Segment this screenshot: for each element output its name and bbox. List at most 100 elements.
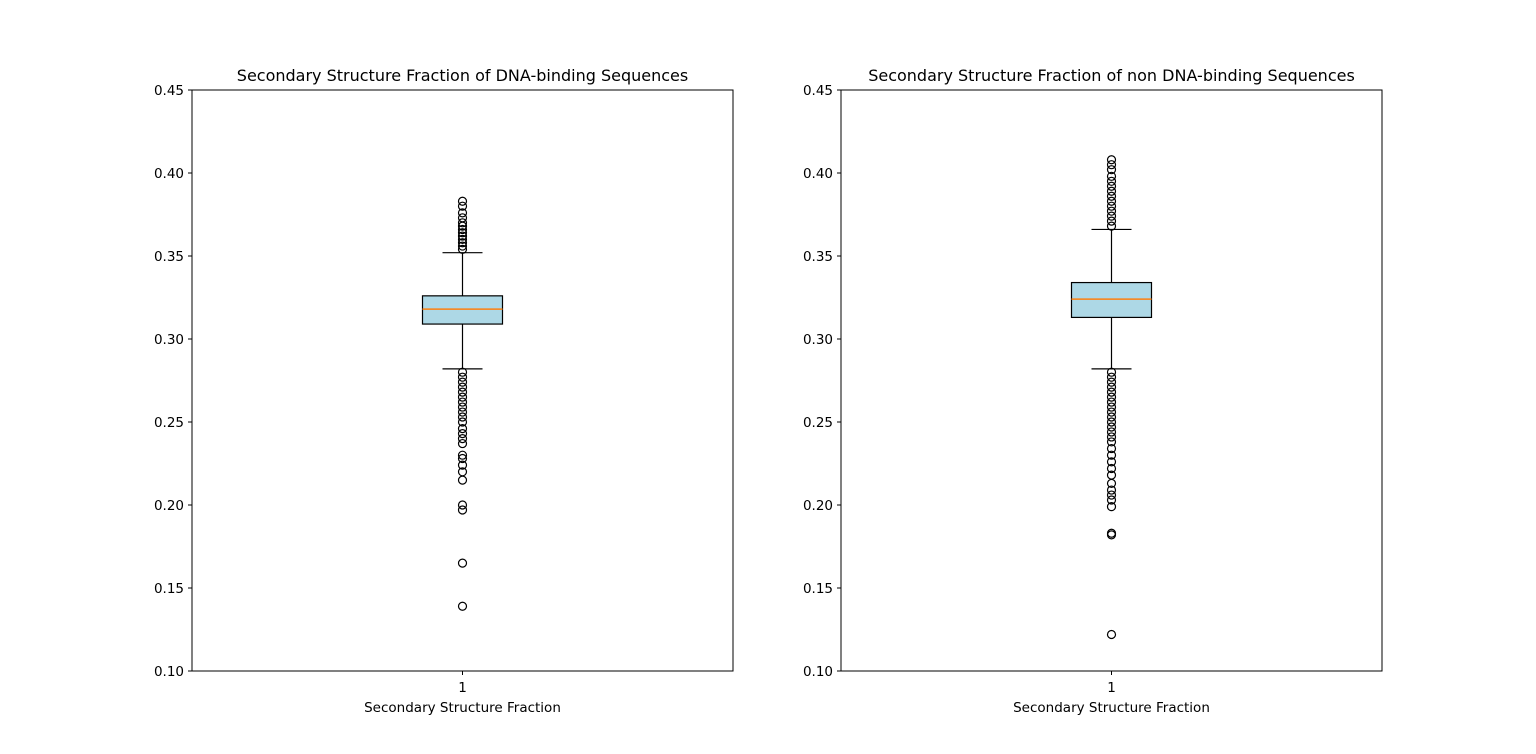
chart-panel-non-dna-binding: Secondary Structure Fraction of non DNA-…	[803, 66, 1383, 716]
y-tick-label: 0.10	[154, 664, 184, 680]
y-tick-label: 0.45	[803, 83, 833, 99]
y-tick-label: 0.25	[154, 415, 184, 431]
outlier-point	[457, 558, 468, 568]
outlier-point	[1106, 367, 1117, 377]
outlier-point	[1106, 485, 1117, 495]
outlier-point	[457, 377, 468, 387]
y-tick-label: 0.30	[154, 332, 184, 348]
outlier-point	[1106, 402, 1117, 412]
box-iqr	[421, 295, 504, 325]
y-tick-label: 0.45	[154, 83, 184, 99]
outlier-point	[457, 450, 468, 460]
outlier-point	[457, 224, 468, 235]
outlier-point	[1106, 463, 1117, 474]
outlier-point	[457, 453, 468, 464]
outlier-point	[1106, 191, 1117, 201]
outlier-point	[1106, 176, 1117, 186]
y-tick-label: 0.40	[154, 166, 184, 182]
outlier-point	[457, 372, 468, 382]
x-axis-label: Secondary Structure Fraction	[364, 700, 561, 716]
x-tick-label: 1	[458, 680, 467, 696]
outlier-point	[1106, 196, 1117, 206]
outlier-point	[457, 417, 468, 427]
outlier-point	[1106, 201, 1117, 211]
outlier-point	[1106, 211, 1117, 221]
outlier-point	[1106, 155, 1117, 165]
outlier-point	[457, 244, 468, 254]
outlier-point	[1106, 495, 1117, 505]
outlier-point	[457, 196, 468, 206]
outlier-point	[1106, 387, 1117, 397]
outlier-point	[457, 241, 468, 251]
outlier-point	[1106, 502, 1117, 512]
outlier-point	[457, 500, 468, 510]
x-axis-label: Secondary Structure Fraction	[1013, 700, 1210, 716]
box-iqr	[1070, 281, 1153, 319]
x-tick-label: 1	[1107, 680, 1116, 696]
outlier-point	[1106, 417, 1117, 427]
outlier-point	[457, 367, 468, 377]
outlier-point	[1106, 407, 1117, 417]
axes-frame	[840, 89, 1383, 672]
outlier-point	[1106, 412, 1117, 422]
outlier-point	[457, 218, 468, 228]
outlier-point	[457, 424, 468, 434]
outlier-point	[457, 460, 468, 470]
y-tick-label: 0.35	[803, 249, 833, 265]
outlier-point	[1106, 392, 1117, 402]
outlier-point	[1106, 186, 1117, 196]
outlier-point	[457, 387, 468, 397]
outlier-point	[457, 402, 468, 412]
outlier-point	[457, 201, 468, 211]
outlier-point	[457, 221, 468, 231]
outlier-point	[1106, 427, 1117, 437]
outlier-point	[457, 475, 468, 485]
y-tick-label: 0.10	[803, 664, 833, 680]
outlier-point	[457, 231, 468, 241]
outlier-point	[1106, 372, 1117, 382]
outlier-point	[457, 208, 468, 218]
outlier-point	[457, 382, 468, 392]
outlier-point	[1106, 437, 1117, 447]
outlier-point	[457, 228, 468, 238]
y-tick-label: 0.35	[154, 249, 184, 265]
outlier-point	[1106, 490, 1117, 500]
axes-frame	[191, 89, 734, 672]
outlier-point	[1106, 478, 1117, 489]
outlier-point	[1106, 221, 1117, 231]
outlier-point	[1106, 377, 1117, 387]
chart-title: Secondary Structure Fraction of non DNA-…	[868, 66, 1355, 85]
y-tick-label: 0.30	[803, 332, 833, 348]
outlier-point	[1106, 160, 1117, 170]
outlier-point	[1106, 457, 1117, 467]
y-tick-label: 0.25	[803, 415, 833, 431]
outlier-point	[1106, 422, 1117, 432]
outlier-point	[1106, 629, 1117, 640]
y-tick-label: 0.20	[803, 498, 833, 514]
outlier-point	[1106, 443, 1117, 454]
outlier-point	[1106, 216, 1117, 226]
y-tick-label: 0.15	[154, 581, 184, 597]
chart-panel-dna-binding: Secondary Structure Fraction of DNA-bind…	[154, 66, 734, 716]
outlier-point	[457, 238, 468, 248]
outlier-point	[1106, 165, 1117, 175]
outlier-point	[457, 234, 468, 244]
outlier-point	[457, 438, 468, 449]
outlier-point	[457, 429, 468, 439]
outlier-point	[1106, 382, 1117, 392]
outlier-point	[457, 434, 468, 444]
outlier-point	[457, 397, 468, 407]
outlier-point	[457, 392, 468, 402]
outlier-point	[1106, 432, 1117, 442]
outlier-point	[1106, 171, 1117, 181]
outlier-point	[1106, 206, 1117, 216]
chart-title: Secondary Structure Fraction of DNA-bind…	[237, 66, 688, 85]
outlier-point	[1106, 181, 1117, 191]
y-tick-label: 0.15	[803, 581, 833, 597]
outlier-point	[457, 505, 468, 515]
outlier-point	[457, 407, 468, 417]
outlier-point	[1106, 530, 1117, 540]
outlier-point	[457, 601, 468, 611]
outlier-point	[1106, 397, 1117, 407]
